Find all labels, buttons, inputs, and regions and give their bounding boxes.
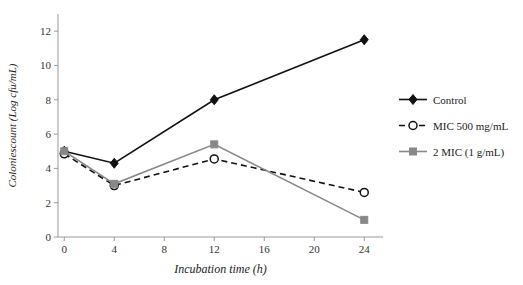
legend-marker [409,122,417,130]
y-tick [54,168,58,169]
y-tick [54,134,58,135]
point-marker [360,188,368,196]
x-tick-label: 20 [309,243,321,255]
x-tick-label: 24 [359,243,371,255]
point-marker [210,95,218,105]
y-axis-line [58,14,59,237]
y-tick-label: 0 [46,231,52,243]
point-marker [61,148,68,155]
y-tick-label: 12 [40,25,51,37]
y-tick-label: 4 [46,162,52,174]
point-marker [360,35,368,45]
x-tick [314,237,315,241]
chart: 04812162024024681012Incubation time (h)C… [0,0,523,285]
series-line [64,40,364,164]
x-tick-label: 0 [62,243,68,255]
y-tick [54,31,58,32]
y-tick-label: 6 [46,128,52,140]
point-marker [210,155,218,163]
x-tick [264,237,265,241]
x-tick [114,237,115,241]
y-tick [54,237,58,238]
y-tick-label: 8 [46,94,52,106]
x-axis-line [58,237,383,238]
x-tick-label: 4 [112,243,118,255]
y-tick-label: 2 [46,197,52,209]
x-tick [214,237,215,241]
y-tick [54,99,58,100]
x-axis-label: Incubation time (h) [173,262,267,276]
x-tick-label: 8 [162,243,168,255]
plot-area [60,35,368,224]
legend-label: 2 MIC (1 g/mL) [433,146,505,159]
legend: Control MIC 500 mg/mL 2 MIC (1 g/mL) [399,94,508,159]
point-marker [361,216,368,223]
y-tick-label: 10 [40,59,52,71]
series-line [64,144,364,219]
legend-label: Control [433,94,467,106]
legend-marker [409,95,417,105]
y-tick [54,202,58,203]
x-tick-label: 12 [209,243,220,255]
point-marker [111,180,118,187]
series-line [64,154,364,193]
x-tick [164,237,165,241]
y-axis-label: Coloniescount (Log cfu/mL) [6,63,19,187]
x-tick-label: 16 [259,243,271,255]
point-marker [110,158,118,168]
y-tick [54,65,58,66]
x-tick [64,237,65,241]
point-marker [211,141,218,148]
point-marker [60,146,68,156]
legend-label: MIC 500 mg/mL [433,120,508,132]
legend-marker [410,148,417,155]
x-tick [364,237,365,241]
